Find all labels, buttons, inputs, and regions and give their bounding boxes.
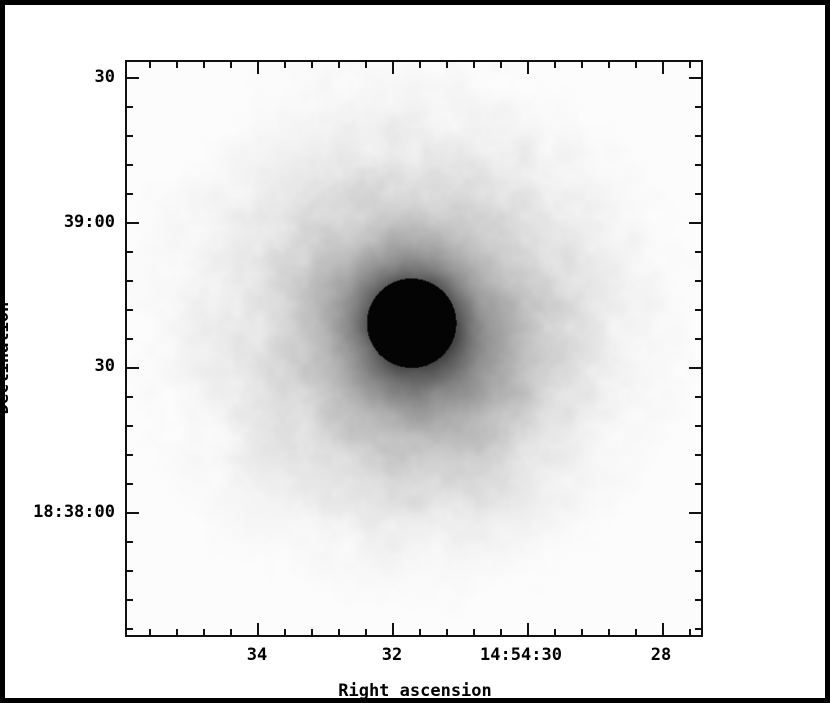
x-minor-tick [635,629,637,636]
x-minor-tick [446,629,448,636]
y-minor-tick-right [695,599,702,601]
x-axis-title: Right ascension [338,681,492,701]
x-minor-tick [500,629,502,636]
y-axis-title: Declination [0,301,13,415]
y-minor-tick [126,599,133,601]
y-major-tick [126,512,139,514]
y-minor-tick-right [695,454,702,456]
x-minor-tick-top [230,61,232,68]
y-minor-tick [126,570,133,572]
y-major-tick-right [689,367,702,369]
y-minor-tick-right [695,251,702,253]
y-minor-tick [126,541,133,543]
x-major-tick [662,623,664,636]
y-major-tick-right [689,222,702,224]
y-minor-tick-right [695,309,702,311]
x-minor-tick [554,629,556,636]
y-tick-label: 30 [94,67,115,87]
x-minor-tick-top [203,61,205,68]
y-minor-tick [126,135,133,137]
x-minor-tick-top [581,61,583,68]
y-minor-tick [126,396,133,398]
y-minor-tick-right [695,280,702,282]
x-minor-tick-top [338,61,340,68]
y-minor-tick [126,280,133,282]
y-minor-tick-right [695,338,702,340]
y-major-tick [126,367,139,369]
x-minor-tick-top [689,61,691,68]
y-minor-tick [126,164,133,166]
y-minor-tick-right [695,164,702,166]
x-minor-tick [284,629,286,636]
y-minor-tick-right [695,425,702,427]
y-minor-tick [126,628,133,630]
x-minor-tick-top [419,61,421,68]
y-minor-tick [126,483,133,485]
x-tick-label: 14:54:30 [480,645,562,665]
x-major-tick [527,623,529,636]
x-minor-tick-top [446,61,448,68]
x-major-tick-top [257,61,259,74]
y-minor-tick [126,425,133,427]
x-minor-tick-top [149,61,151,68]
x-minor-tick [311,629,313,636]
x-tick-label: 34 [246,645,268,665]
y-minor-tick-right [695,541,702,543]
x-minor-tick-top [473,61,475,68]
y-minor-tick [126,338,133,340]
x-minor-tick-top [176,61,178,68]
x-major-tick [257,623,259,636]
y-tick-label: 30 [94,356,115,376]
cluster-surface-brightness-image [127,62,701,635]
y-minor-tick [126,106,133,108]
x-minor-tick-top [500,61,502,68]
y-minor-tick-right [695,396,702,398]
y-major-tick [126,222,139,224]
y-tick-label: 18:38:00 [33,502,115,522]
y-minor-tick [126,193,133,195]
x-minor-tick [419,629,421,636]
y-major-tick [126,77,139,79]
x-minor-tick [338,629,340,636]
x-minor-tick-top [284,61,286,68]
x-major-tick [392,623,394,636]
y-minor-tick-right [695,193,702,195]
x-minor-tick [689,629,691,636]
x-major-tick-top [392,61,394,74]
x-minor-tick [473,629,475,636]
x-minor-tick [176,629,178,636]
x-minor-tick-top [365,61,367,68]
x-minor-tick [230,629,232,636]
x-minor-tick [203,629,205,636]
x-minor-tick [365,629,367,636]
y-minor-tick-right [695,628,702,630]
y-minor-tick-right [695,570,702,572]
y-minor-tick-right [695,135,702,137]
x-minor-tick [149,629,151,636]
x-minor-tick-top [608,61,610,68]
x-minor-tick-top [635,61,637,68]
figure-canvas: 34 32 14:54:30 28 30 39:00 30 18:38:00 Right as… [0,5,825,701]
x-minor-tick [608,629,610,636]
y-minor-tick [126,454,133,456]
x-minor-tick [581,629,583,636]
x-tick-label: 32 [381,645,403,665]
y-major-tick-right [689,77,702,79]
x-minor-tick-top [311,61,313,68]
x-major-tick-top [662,61,664,74]
x-major-tick-top [527,61,529,74]
y-minor-tick-right [695,483,702,485]
sky-map-plot-area [125,60,703,637]
y-minor-tick [126,309,133,311]
y-major-tick-right [689,512,702,514]
y-tick-label: 39:00 [63,212,115,232]
x-tick-label: 28 [650,645,672,665]
y-minor-tick-right [695,106,702,108]
x-minor-tick-top [554,61,556,68]
y-minor-tick [126,251,133,253]
